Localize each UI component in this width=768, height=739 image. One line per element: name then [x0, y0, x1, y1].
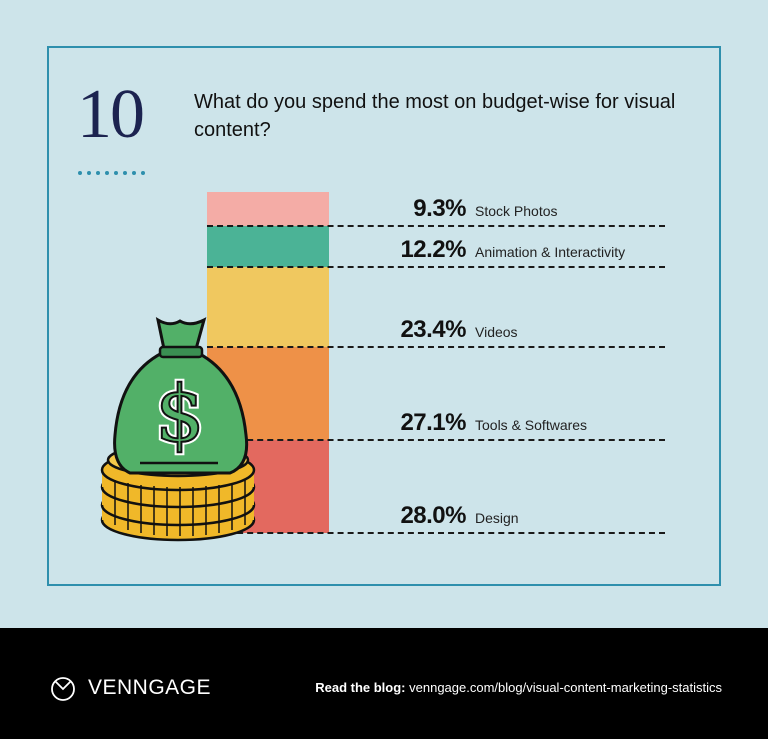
category-label: Stock Photos: [475, 203, 558, 219]
divider-line: [207, 439, 665, 441]
category-label: Animation & Interactivity: [475, 244, 626, 260]
svg-text:$: $: [155, 370, 205, 460]
blog-url[interactable]: venngage.com/blog/visual-content-marketi…: [409, 680, 722, 695]
category-label: Videos: [475, 324, 518, 340]
divider-line: [207, 532, 665, 534]
value-label: 27.1%: [400, 409, 466, 436]
infographic-frame: [47, 46, 721, 586]
category-label: Tools & Softwares: [475, 417, 588, 433]
venngage-logo[interactable]: VENNGAGE: [50, 675, 211, 701]
category-label: Design: [475, 510, 519, 526]
segment-videos: [207, 267, 329, 347]
venngage-logo-icon: [51, 677, 75, 701]
legend-item: 27.1% Tools & Softwares: [330, 409, 670, 437]
blog-link[interactable]: Read the blog: venngage.com/blog/visual-…: [315, 680, 722, 695]
divider-line: [207, 225, 665, 227]
legend-item: 23.4% Videos: [330, 316, 670, 344]
dot-divider: [78, 171, 145, 175]
money-bag-icon: $ $: [100, 317, 256, 542]
brand-name: VENNGAGE: [88, 676, 212, 699]
value-label: 28.0%: [400, 502, 466, 529]
question-number: 10: [77, 76, 145, 153]
question-title: What do you spend the most on budget-wis…: [194, 91, 676, 141]
value-label: 9.3%: [413, 195, 466, 222]
divider-line: [207, 266, 665, 268]
legend-item: 12.2% Animation & Interactivity: [330, 236, 670, 264]
svg-text:$: $: [155, 370, 205, 460]
legend-item: 28.0% Design: [330, 502, 670, 530]
segment-animation: [207, 226, 329, 267]
value-label: 12.2%: [400, 236, 466, 263]
legend-item: 9.3% Stock Photos: [330, 195, 670, 223]
divider-line: [207, 346, 665, 348]
blog-label: Read the blog:: [315, 680, 406, 695]
footer-bar: VENNGAGE Read the blog: venngage.com/blo…: [0, 628, 768, 739]
segment-stock-photos: [207, 192, 329, 226]
value-label: 23.4%: [400, 316, 466, 343]
